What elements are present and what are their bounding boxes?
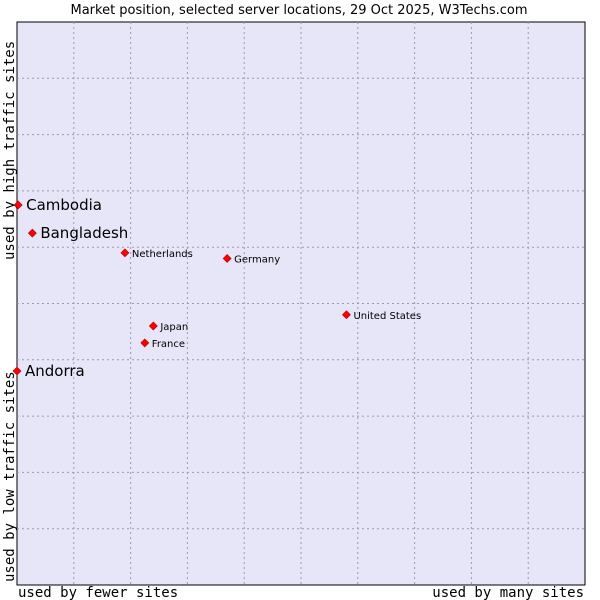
x-axis-label-right: used by many sites — [432, 585, 584, 600]
data-point-united-states: United States — [342, 310, 421, 322]
point-label: United States — [353, 311, 421, 322]
point-label: Cambodia — [26, 196, 102, 214]
chart-title: Market position, selected server locatio… — [70, 3, 527, 18]
point-marker — [148, 321, 158, 331]
data-point-germany: Germany — [222, 254, 280, 265]
data-point-cambodia: Cambodia — [13, 196, 102, 214]
grid-lines — [17, 22, 585, 585]
point-label: France — [152, 339, 185, 350]
data-point-bangladesh: Bangladesh — [27, 224, 128, 242]
point-marker — [222, 254, 232, 263]
data-point-france: France — [140, 338, 185, 350]
data-point-andorra: Andorra — [12, 362, 85, 380]
point-label: Andorra — [25, 362, 85, 380]
y-axis-label-top: used by high traffic sites — [2, 41, 18, 260]
data-points: Cambodia Bangladesh Andorra Netherlands Germ… — [12, 196, 421, 380]
point-label: Japan — [159, 322, 188, 333]
point-label: Netherlands — [132, 249, 193, 260]
data-point-japan: Japan — [148, 321, 188, 333]
point-marker — [13, 200, 23, 210]
data-point-netherlands: Netherlands — [120, 248, 193, 260]
point-marker — [12, 366, 22, 376]
point-marker — [342, 310, 351, 320]
y-axis-label-bottom: used by low traffic sites — [2, 371, 18, 582]
point-label: Bangladesh — [40, 224, 128, 242]
point-marker — [120, 248, 130, 258]
point-marker — [140, 338, 150, 348]
x-axis-label-left: used by fewer sites — [18, 585, 178, 600]
point-marker — [27, 228, 37, 238]
point-label: Germany — [234, 254, 280, 265]
